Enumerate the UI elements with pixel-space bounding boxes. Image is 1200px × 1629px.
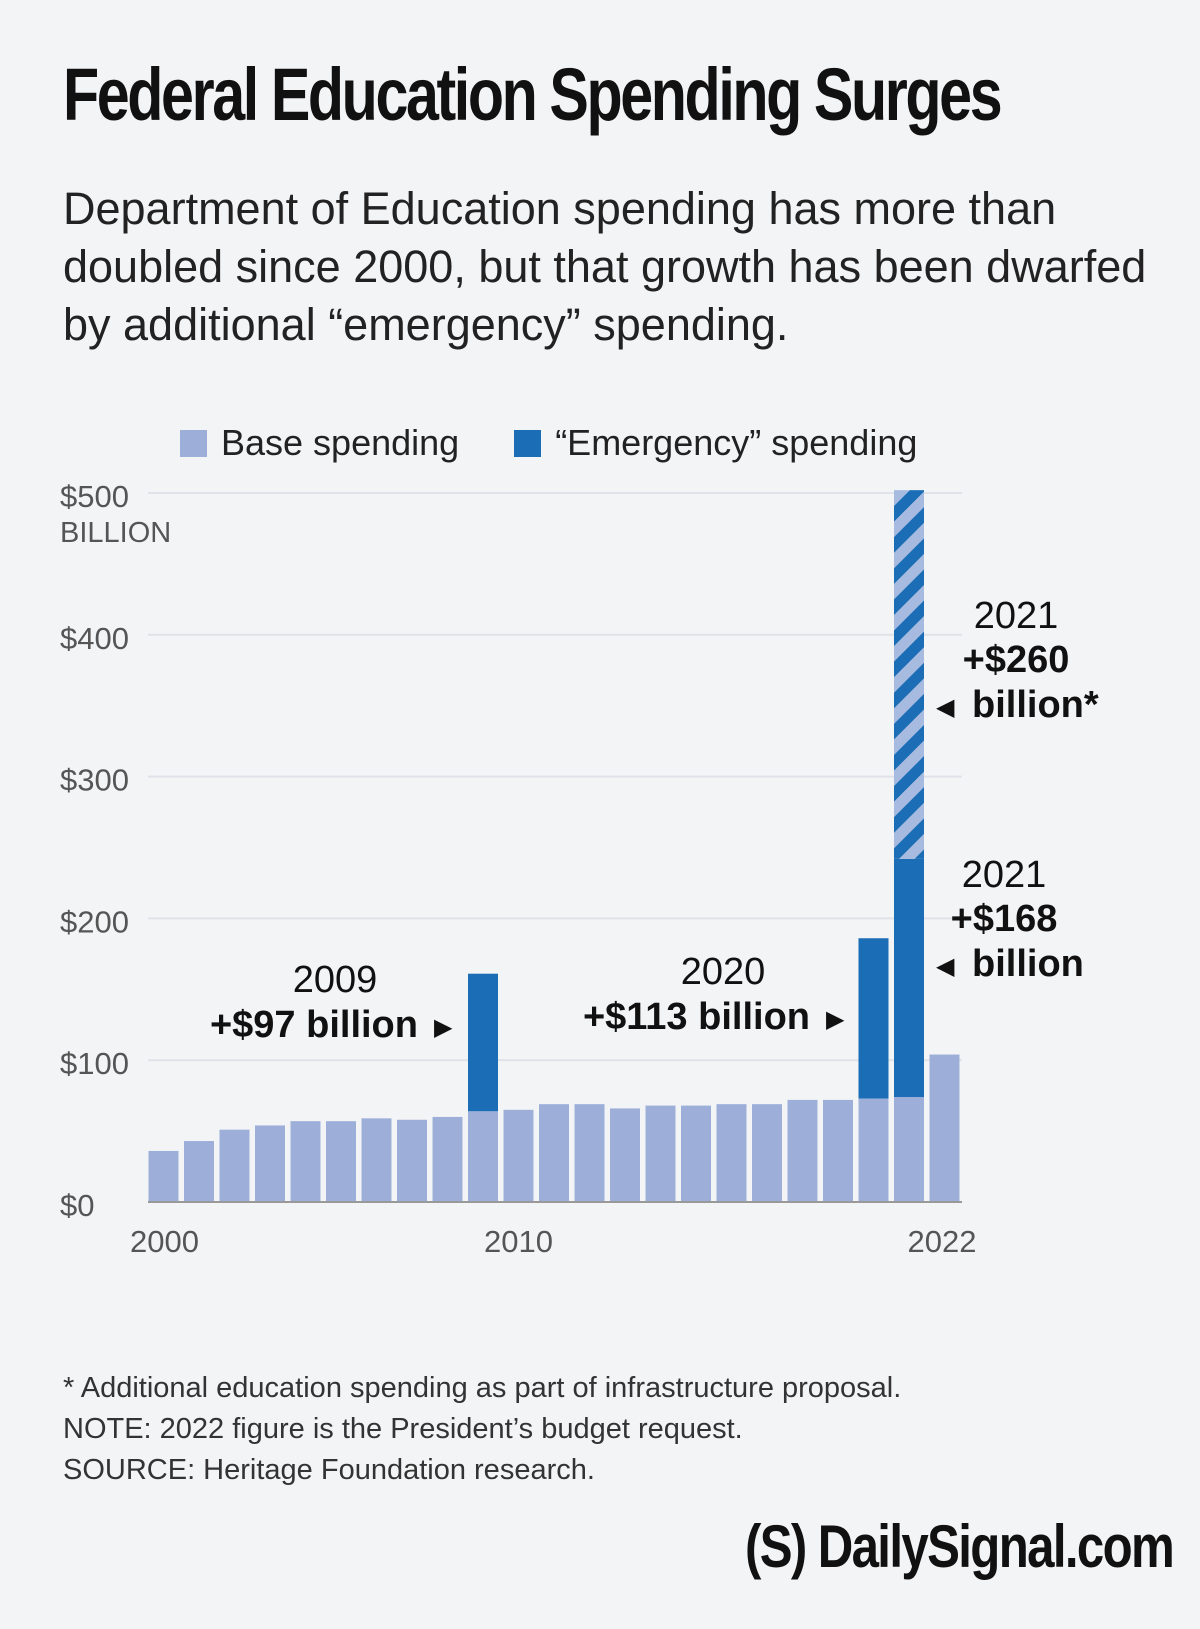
legend-item-base: Base spending — [180, 422, 459, 464]
footnotes: * Additional education spending as part … — [63, 1368, 901, 1491]
y-tick-label: $0 — [60, 1188, 94, 1223]
bar-base — [468, 1111, 498, 1202]
chart-subtitle: Department of Education spending has mor… — [63, 183, 1147, 350]
footnote-source: SOURCE: Heritage Foundation research. — [63, 1454, 595, 1486]
annotation-arrow: ◀ — [936, 953, 955, 980]
y-tick-label: $500 — [60, 479, 129, 514]
bar-base — [823, 1099, 853, 1202]
bar-base — [894, 1097, 924, 1202]
legend-label-emergency: “Emergency” spending — [555, 422, 918, 463]
y-tick-label: $300 — [60, 763, 129, 798]
legend-item-emergency: “Emergency” spending — [514, 422, 917, 464]
bar-base — [290, 1121, 321, 1202]
bar-emergency — [468, 973, 498, 1112]
annotation-arrow: ▶ — [826, 1006, 845, 1033]
bar-base — [148, 1150, 179, 1202]
bar-base — [929, 1054, 960, 1202]
bar-base — [716, 1104, 747, 1202]
bar-emergency-infrastructure — [894, 490, 924, 859]
legend-swatch-base — [180, 429, 207, 457]
legend: Base spending “Emergency” spending — [180, 422, 972, 464]
bar-base — [787, 1099, 818, 1202]
bar-base — [645, 1105, 676, 1202]
annotation-year: 2021 — [974, 595, 1059, 637]
y-tick-label: $400 — [60, 621, 129, 656]
y-tick-label: $200 — [60, 904, 129, 939]
y-tick-label: $100 — [60, 1046, 129, 1081]
annotation-year: 2020 — [681, 951, 766, 993]
footnote-asterisk: * Additional education spending as part … — [63, 1372, 902, 1404]
bar-base — [539, 1104, 569, 1202]
annotation-arrow: ◀ — [936, 694, 955, 721]
daily-signal-logo: (S) DailySignal.com — [745, 1513, 1175, 1580]
legend-swatch-emergency — [514, 429, 542, 457]
bar-base — [432, 1116, 463, 1202]
footnote-note: NOTE: 2022 figure is the President’s bud… — [63, 1413, 743, 1445]
x-tick-label: 2022 — [908, 1224, 977, 1259]
bar-emergency — [894, 858, 924, 1098]
annotation-unit: billion* — [972, 684, 1099, 726]
bar-base — [255, 1125, 285, 1202]
bar-base — [184, 1141, 214, 1202]
annotation-amount: +$113 billion — [583, 996, 810, 1038]
bar-base — [503, 1109, 534, 1202]
bar-base — [361, 1118, 392, 1202]
bar-base — [858, 1098, 889, 1202]
y-axis-unit-label: BILLION — [60, 517, 171, 549]
annotation-amount: +$260 — [963, 639, 1070, 681]
legend-label-base: Base spending — [221, 422, 460, 463]
x-tick-label: 2010 — [484, 1224, 553, 1259]
bar-base — [219, 1129, 250, 1202]
bar-base — [681, 1105, 711, 1202]
bar-emergency — [858, 938, 889, 1099]
annotation-amount: +$97 billion — [210, 1004, 418, 1046]
annotation-unit: billion — [972, 943, 1084, 985]
annotation-arrow: ▶ — [434, 1014, 453, 1041]
annotation-year: 2021 — [962, 854, 1047, 896]
annotation-year: 2009 — [293, 959, 378, 1001]
bar-base — [610, 1108, 640, 1202]
chart-title: Federal Education Spending Surges — [63, 53, 1003, 136]
bar-base — [574, 1104, 605, 1202]
annotation-amount: +$168 — [951, 898, 1058, 940]
bar-base — [397, 1119, 427, 1202]
bar-base — [752, 1104, 782, 1202]
bar-base — [326, 1121, 356, 1202]
x-tick-label: 2000 — [130, 1224, 199, 1259]
